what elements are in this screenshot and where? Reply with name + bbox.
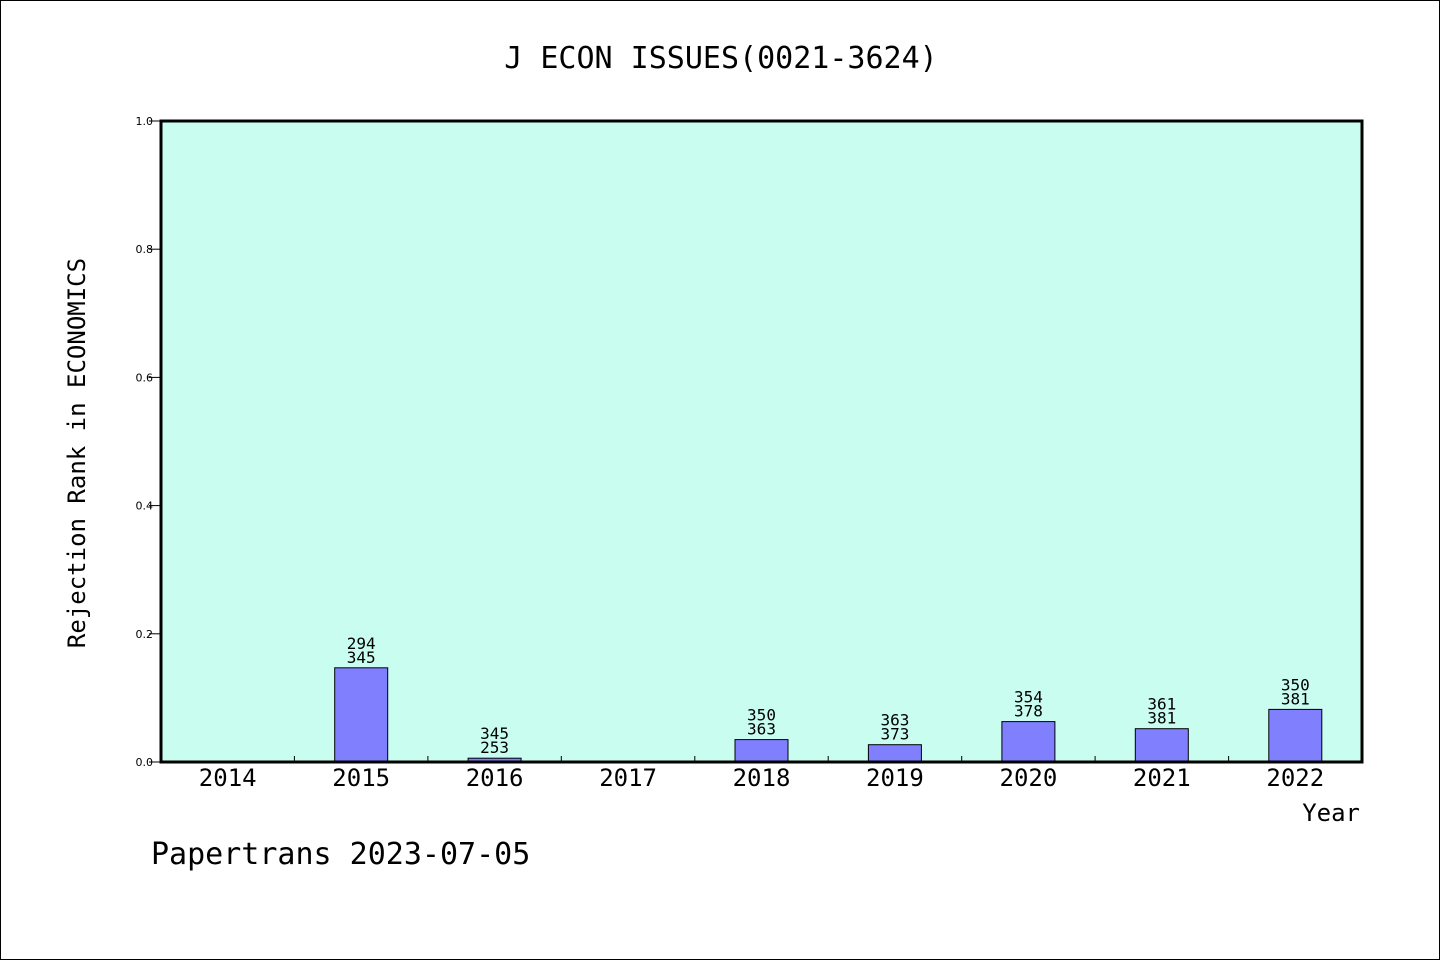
- bar-label-2020-2: 378: [1014, 702, 1043, 721]
- footer-watermark: Papertrans 2023-07-05: [151, 837, 530, 872]
- chart-title: J ECON ISSUES(0021-3624): [504, 41, 937, 76]
- y-tick-label-0.4: 0.4: [136, 500, 154, 513]
- y-tick-label-1.0: 1.0: [136, 115, 154, 128]
- bar-label-2020-1: 354: [1014, 688, 1043, 707]
- bar-label-2018-2: 363: [747, 720, 776, 739]
- x-axis: 2014 2015 2016 2017 2018 2019 2020 2021 2022: [199, 756, 1324, 792]
- bar-2022: [1268, 708, 1323, 763]
- bars-layer: [334, 667, 1323, 763]
- y-tick-label-0.0: 0.0: [136, 756, 154, 769]
- bar-2015: [334, 667, 389, 763]
- bar-2021: [1134, 728, 1189, 763]
- y-tick-label-0.6: 0.6: [136, 371, 154, 384]
- y-tick-label-0.8: 0.8: [136, 243, 154, 256]
- bar-label-2022-2: 381: [1281, 689, 1310, 708]
- bar-label-2019-1: 363: [880, 711, 909, 730]
- x-tick-label-2020: 2020: [1000, 764, 1058, 792]
- bar-label-2018-1: 350: [747, 706, 776, 725]
- bar-label-2015-2: 345: [347, 648, 376, 667]
- x-tick-label-2015: 2015: [332, 764, 390, 792]
- bar-label-2016-1: 345: [480, 724, 509, 743]
- bar-2019: [867, 744, 922, 763]
- y-tick-label-0.2: 0.2: [136, 628, 154, 641]
- x-tick-label-2017: 2017: [599, 764, 657, 792]
- x-tick-label-2022: 2022: [1266, 764, 1324, 792]
- bar-2018: [734, 739, 789, 763]
- bar-label-2016-2: 253: [480, 738, 509, 757]
- x-tick-label-2018: 2018: [733, 764, 791, 792]
- plot-border: [159, 119, 1364, 764]
- bar-label-2019-2: 373: [880, 725, 909, 744]
- bar-2020: [1001, 721, 1056, 763]
- bar-label-2021-2: 381: [1147, 709, 1176, 728]
- x-axis-label: Year: [1302, 799, 1360, 827]
- plot-area: [161, 121, 1362, 762]
- bar-label-2022-1: 350: [1281, 675, 1310, 694]
- x-tick-label-2016: 2016: [466, 764, 524, 792]
- x-tick-label-2019: 2019: [866, 764, 924, 792]
- bar-label-2015-1: 294: [347, 634, 376, 653]
- y-axis: 0.0 0.2 0.4 0.6 0.8 1.0: [136, 115, 161, 769]
- bar-label-2021-1: 361: [1147, 695, 1176, 714]
- x-tick-label-2021: 2021: [1133, 764, 1191, 792]
- x-tick-label-2014: 2014: [199, 764, 257, 792]
- y-axis-label: Rejection Rank in ECONOMICS: [63, 258, 91, 648]
